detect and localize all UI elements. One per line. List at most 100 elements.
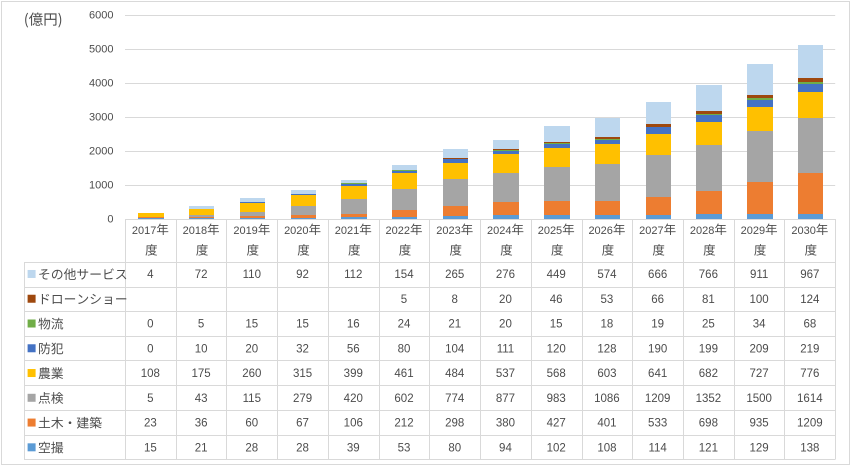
svg-text:4000: 4000 — [89, 77, 113, 89]
svg-text:5: 5 — [401, 294, 407, 306]
svg-text:727: 727 — [750, 368, 769, 380]
svg-text:427: 427 — [547, 418, 566, 430]
svg-text:0: 0 — [147, 319, 153, 331]
svg-text:568: 568 — [547, 368, 566, 380]
svg-text:15: 15 — [144, 442, 157, 454]
svg-text:2028: 2028 — [690, 225, 714, 237]
svg-text:2027: 2027 — [639, 225, 663, 237]
svg-text:67: 67 — [296, 418, 309, 430]
svg-text:100: 100 — [750, 294, 769, 306]
svg-text:20: 20 — [499, 319, 512, 331]
svg-text:1500: 1500 — [746, 393, 772, 405]
svg-text:2025: 2025 — [538, 225, 562, 237]
svg-text:666: 666 — [648, 269, 667, 281]
svg-text:1086: 1086 — [594, 393, 620, 405]
svg-text:6000: 6000 — [89, 9, 113, 21]
svg-text:21: 21 — [448, 319, 461, 331]
svg-text:0: 0 — [147, 343, 153, 355]
svg-text:24: 24 — [398, 319, 411, 331]
svg-text:114: 114 — [648, 442, 667, 454]
svg-text:128: 128 — [597, 343, 616, 355]
svg-text:53: 53 — [601, 294, 614, 306]
svg-text:2022: 2022 — [386, 225, 410, 237]
svg-text:603: 603 — [597, 368, 616, 380]
svg-text:698: 698 — [699, 418, 718, 430]
svg-text:39: 39 — [347, 442, 360, 454]
svg-text:1000: 1000 — [89, 179, 113, 191]
svg-text:32: 32 — [296, 343, 309, 355]
svg-text:776: 776 — [800, 368, 819, 380]
svg-text:129: 129 — [750, 442, 769, 454]
svg-text:2024: 2024 — [487, 225, 511, 237]
svg-text:2000: 2000 — [89, 145, 113, 157]
svg-text:5: 5 — [147, 393, 153, 405]
svg-text:8: 8 — [452, 294, 458, 306]
svg-text:120: 120 — [547, 343, 566, 355]
svg-text:2021: 2021 — [335, 225, 359, 237]
svg-text:2019: 2019 — [233, 225, 257, 237]
svg-text:80: 80 — [398, 343, 411, 355]
svg-text:72: 72 — [195, 269, 208, 281]
svg-text:110: 110 — [243, 269, 261, 281]
svg-text:43: 43 — [195, 393, 208, 405]
svg-text:0: 0 — [107, 213, 113, 225]
svg-text:66: 66 — [651, 294, 664, 306]
svg-text:380: 380 — [496, 418, 515, 430]
svg-text:94: 94 — [499, 442, 512, 454]
svg-text:2023: 2023 — [436, 225, 460, 237]
svg-text:209: 209 — [750, 343, 769, 355]
svg-text:877: 877 — [496, 393, 515, 405]
svg-text:104: 104 — [445, 343, 465, 355]
svg-text:260: 260 — [242, 368, 261, 380]
svg-text:102: 102 — [547, 442, 566, 454]
svg-text:5: 5 — [198, 319, 204, 331]
svg-text:154: 154 — [394, 269, 414, 281]
svg-text:935: 935 — [750, 418, 769, 430]
svg-text:108: 108 — [141, 368, 160, 380]
svg-text:15: 15 — [550, 319, 563, 331]
svg-text:10: 10 — [195, 343, 208, 355]
svg-text:399: 399 — [344, 368, 363, 380]
svg-text:401: 401 — [597, 418, 616, 430]
svg-text:2017: 2017 — [132, 225, 156, 237]
svg-text:60: 60 — [245, 418, 258, 430]
svg-text:190: 190 — [648, 343, 667, 355]
svg-text:175: 175 — [191, 368, 210, 380]
svg-text:15: 15 — [245, 319, 258, 331]
svg-text:265: 265 — [445, 269, 464, 281]
svg-text:112: 112 — [344, 269, 362, 281]
svg-text:16: 16 — [347, 319, 360, 331]
svg-text:28: 28 — [245, 442, 258, 454]
svg-text:23: 23 — [144, 418, 157, 430]
svg-text:2026: 2026 — [588, 225, 612, 237]
svg-text:68: 68 — [803, 319, 816, 331]
svg-text:276: 276 — [496, 269, 515, 281]
svg-text:56: 56 — [347, 343, 360, 355]
svg-text:212: 212 — [394, 418, 413, 430]
svg-text:18: 18 — [601, 319, 614, 331]
svg-text:1209: 1209 — [645, 393, 671, 405]
svg-text:537: 537 — [496, 368, 515, 380]
svg-text:81: 81 — [702, 294, 715, 306]
svg-text:484: 484 — [445, 368, 465, 380]
svg-text:449: 449 — [547, 269, 566, 281]
svg-text:461: 461 — [394, 368, 413, 380]
svg-text:602: 602 — [394, 393, 413, 405]
svg-text:533: 533 — [648, 418, 667, 430]
svg-text:106: 106 — [344, 418, 363, 430]
svg-text:46: 46 — [550, 294, 563, 306]
svg-text:92: 92 — [296, 269, 309, 281]
svg-text:983: 983 — [547, 393, 566, 405]
svg-text:911: 911 — [750, 269, 768, 281]
svg-text:19: 19 — [651, 319, 664, 331]
svg-text:298: 298 — [445, 418, 464, 430]
svg-text:3000: 3000 — [89, 111, 113, 123]
svg-text:1209: 1209 — [797, 418, 823, 430]
svg-text:420: 420 — [344, 393, 363, 405]
svg-text:1614: 1614 — [797, 393, 823, 405]
svg-text:315: 315 — [293, 368, 312, 380]
svg-text:2029: 2029 — [741, 225, 765, 237]
svg-text:574: 574 — [597, 269, 617, 281]
svg-text:124: 124 — [800, 294, 820, 306]
svg-text:20: 20 — [499, 294, 512, 306]
